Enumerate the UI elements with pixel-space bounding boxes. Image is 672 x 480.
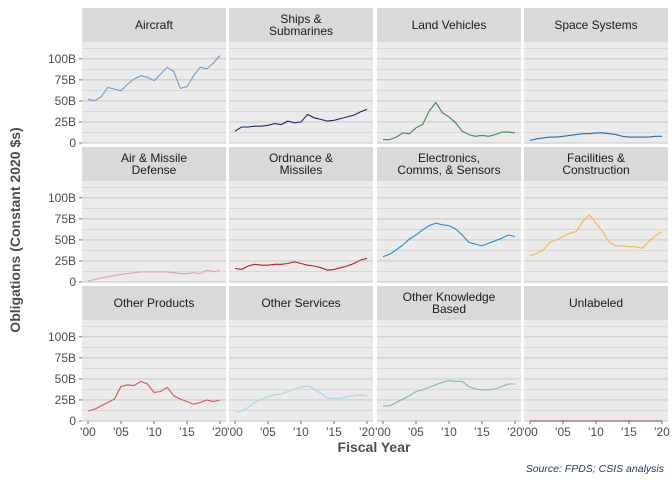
x-tick-label: '00 xyxy=(80,425,96,439)
plot-area-air-and-missile-defense xyxy=(82,181,226,282)
y-tick-label: 100B xyxy=(48,191,76,205)
y-tick-label: 0 xyxy=(69,136,76,150)
series-line-land-vehicles xyxy=(383,101,516,141)
panel-electronics-comms-and-sensors: Electronics, Comms, & Sensors xyxy=(377,147,521,283)
panel-other-products: Other Products xyxy=(82,286,226,422)
strip-label-electronics-comms-and-sensors: Electronics, Comms, & Sensors xyxy=(397,151,500,177)
x-tick-label: '20 xyxy=(507,425,523,439)
plot-area-land-vehicles xyxy=(377,42,521,143)
panel-ships-and-submarines: Ships & Submarines xyxy=(229,8,373,144)
x-tick-label: '15 xyxy=(179,425,195,439)
x-tick-label: '20 xyxy=(212,425,228,439)
y-tick-label: 25B xyxy=(55,393,76,407)
plot-area-unlabeled xyxy=(524,320,668,421)
x-tick-label: '05 xyxy=(408,425,424,439)
y-tick-label: 25B xyxy=(55,254,76,268)
strip-label-ships-and-submarines: Ships & Submarines xyxy=(269,12,333,38)
x-tick-label: '10 xyxy=(441,425,457,439)
strip-label-aircraft: Aircraft xyxy=(135,18,174,32)
strip-aircraft xyxy=(82,8,226,42)
panel-aircraft: Aircraft xyxy=(82,8,226,144)
source-caption: Source: FPDS; CSIS analysis xyxy=(526,463,665,475)
strip-label-ordnance-and-missiles: Ordnance & Missiles xyxy=(269,151,333,177)
strip-space-systems xyxy=(524,8,668,42)
y-tick-label: 50B xyxy=(55,372,76,386)
panel-facilities-and-construction: Facilities & Construction xyxy=(524,147,668,283)
series-line-electronics-comms-and-sensors xyxy=(382,222,516,258)
strip-unlabeled xyxy=(524,286,668,320)
x-tick-label: '20 xyxy=(654,425,670,439)
x-tick-label: '00 xyxy=(522,425,538,439)
strip-label-space-systems: Space Systems xyxy=(554,18,637,32)
x-tick-label: '10 xyxy=(146,425,162,439)
strip-label-unlabeled: Unlabeled xyxy=(569,296,623,310)
plot-area-ships-and-submarines xyxy=(229,42,373,143)
strip-air-and-missile-defense xyxy=(82,147,226,181)
panel-space-systems: Space Systems xyxy=(524,8,668,144)
plot-area-electronics-comms-and-sensors xyxy=(377,181,521,282)
x-tick-label: '10 xyxy=(293,425,309,439)
series-line-facilities-and-construction xyxy=(529,213,663,257)
series-line-space-systems xyxy=(529,132,662,142)
strip-electronics-comms-and-sensors xyxy=(377,147,521,181)
y-tick-label: 50B xyxy=(55,94,76,108)
series-line-other-services xyxy=(234,385,368,414)
x-tick-label: '15 xyxy=(326,425,342,439)
strip-label-other-services: Other Services xyxy=(261,296,340,310)
x-tick-label: '00 xyxy=(375,425,391,439)
strip-other-knowledge-based xyxy=(377,286,521,320)
series-line-other-knowledge-based xyxy=(383,380,515,407)
panel-other-knowledge-based: Other Knowledge Based xyxy=(377,286,521,422)
plot-area-other-products xyxy=(82,320,226,421)
y-tick-label: 0 xyxy=(69,275,76,289)
series-line-ordnance-and-missiles xyxy=(234,257,368,271)
y-axis-title: Obligations (Constant 2020 $s) xyxy=(7,127,23,332)
panel-unlabeled: Unlabeled xyxy=(524,286,668,422)
plot-area-facilities-and-construction xyxy=(524,181,668,282)
panel-land-vehicles: Land Vehicles xyxy=(377,8,521,144)
strip-land-vehicles xyxy=(377,8,521,42)
y-tick-label: 50B xyxy=(55,233,76,247)
x-tick-label: '20 xyxy=(359,425,375,439)
panel-ordnance-and-missiles: Ordnance & Missiles xyxy=(229,147,373,283)
strip-facilities-and-construction xyxy=(524,147,668,181)
strip-label-other-knowledge-based: Other Knowledge Based xyxy=(403,290,496,316)
x-tick-label: '10 xyxy=(588,425,604,439)
x-tick-label: '15 xyxy=(621,425,637,439)
series-line-aircraft xyxy=(87,55,221,102)
panel-air-and-missile-defense: Air & Missile Defense xyxy=(82,147,226,283)
y-tick-label: 100B xyxy=(48,330,76,344)
series-line-other-products xyxy=(87,380,221,412)
plot-area-ordnance-and-missiles xyxy=(229,181,373,282)
x-tick-label: '00 xyxy=(227,425,243,439)
strip-ships-and-submarines xyxy=(229,8,373,42)
panel-other-services: Other Services xyxy=(229,286,373,422)
strip-label-other-products: Other Products xyxy=(114,296,195,310)
y-tick-label: 75B xyxy=(55,212,76,226)
x-tick-label: '05 xyxy=(113,425,129,439)
plot-area-other-knowledge-based xyxy=(377,320,521,421)
series-line-ships-and-submarines xyxy=(234,108,368,132)
strip-label-facilities-and-construction: Facilities & Construction xyxy=(562,151,629,177)
strip-label-air-and-missile-defense: Air & Missile Defense xyxy=(121,151,187,177)
strip-other-products xyxy=(82,286,226,320)
strip-label-land-vehicles: Land Vehicles xyxy=(412,18,487,32)
series-line-air-and-missile-defense xyxy=(87,269,221,282)
x-tick-label: '15 xyxy=(474,425,490,439)
strip-other-services xyxy=(229,286,373,320)
x-axis-title: Fiscal Year xyxy=(338,439,411,455)
plot-area-space-systems xyxy=(524,42,668,143)
y-tick-label: 100B xyxy=(48,52,76,66)
x-tick-label: '05 xyxy=(260,425,276,439)
y-tick-label: 0 xyxy=(69,414,76,428)
y-tick-label: 25B xyxy=(55,115,76,129)
y-tick-label: 75B xyxy=(55,73,76,87)
strip-ordnance-and-missiles xyxy=(229,147,373,181)
y-tick-label: 75B xyxy=(55,351,76,365)
x-tick-label: '05 xyxy=(555,425,571,439)
